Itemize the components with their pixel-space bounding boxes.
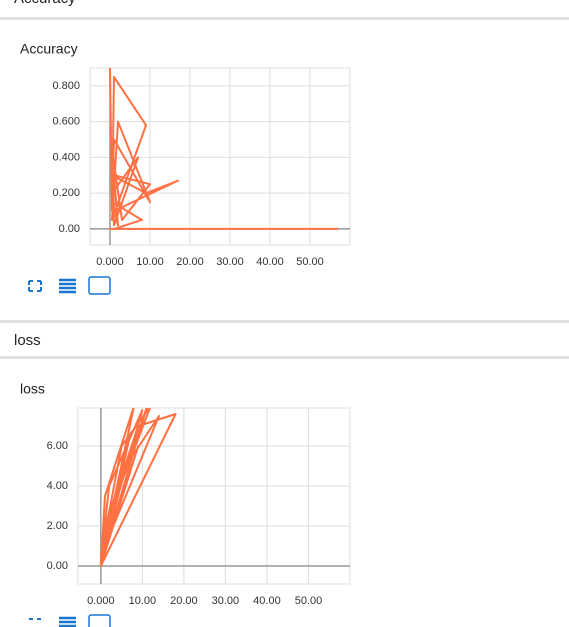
divider bbox=[0, 356, 569, 359]
x-tick-label: 50.00 bbox=[296, 256, 324, 268]
x-tick-label: 10.00 bbox=[136, 256, 164, 268]
y-tick-label: 0.600 bbox=[52, 116, 80, 128]
plot-border bbox=[89, 67, 351, 246]
x-tick-label: 0.000 bbox=[87, 595, 115, 607]
x-tick-label: 20.00 bbox=[176, 256, 204, 268]
fit-icon[interactable] bbox=[88, 276, 111, 295]
data-icon[interactable] bbox=[59, 616, 76, 627]
chart-toolbar bbox=[29, 614, 111, 627]
y-tick-label: 6.00 bbox=[47, 440, 68, 452]
chart-title: Accuracy bbox=[20, 41, 78, 57]
divider bbox=[0, 17, 569, 20]
divider bbox=[0, 320, 569, 323]
y-tick-label: 4.00 bbox=[47, 480, 68, 492]
x-tick-label: 10.00 bbox=[129, 595, 157, 607]
y-tick-label: 0.800 bbox=[52, 80, 80, 92]
expand-icon[interactable] bbox=[28, 280, 42, 292]
x-tick-label: 40.00 bbox=[253, 595, 281, 607]
y-tick-label: 2.00 bbox=[47, 520, 68, 532]
x-tick-label: 50.00 bbox=[295, 595, 323, 607]
y-tick-label: 0.400 bbox=[52, 151, 80, 163]
data-line bbox=[109, 68, 338, 230]
section-header[interactable]: loss bbox=[14, 332, 41, 349]
x-tick-label: 30.00 bbox=[216, 256, 244, 268]
x-tick-label: 0.000 bbox=[96, 256, 124, 268]
data-line bbox=[99, 408, 177, 567]
chart-title: loss bbox=[20, 381, 45, 397]
y-tick-label: 0.00 bbox=[59, 223, 80, 235]
y-tick-label: 0.200 bbox=[52, 187, 80, 199]
x-tick-label: 20.00 bbox=[170, 595, 198, 607]
plot-border bbox=[77, 407, 351, 585]
x-tick-label: 40.00 bbox=[256, 256, 284, 268]
chart-toolbar bbox=[28, 276, 111, 295]
y-tick-label: 0.00 bbox=[47, 560, 68, 572]
fit-icon[interactable] bbox=[88, 614, 111, 627]
x-tick-label: 30.00 bbox=[212, 595, 240, 607]
section-header[interactable]: Accuracy bbox=[14, 0, 76, 7]
data-icon[interactable] bbox=[59, 278, 76, 294]
